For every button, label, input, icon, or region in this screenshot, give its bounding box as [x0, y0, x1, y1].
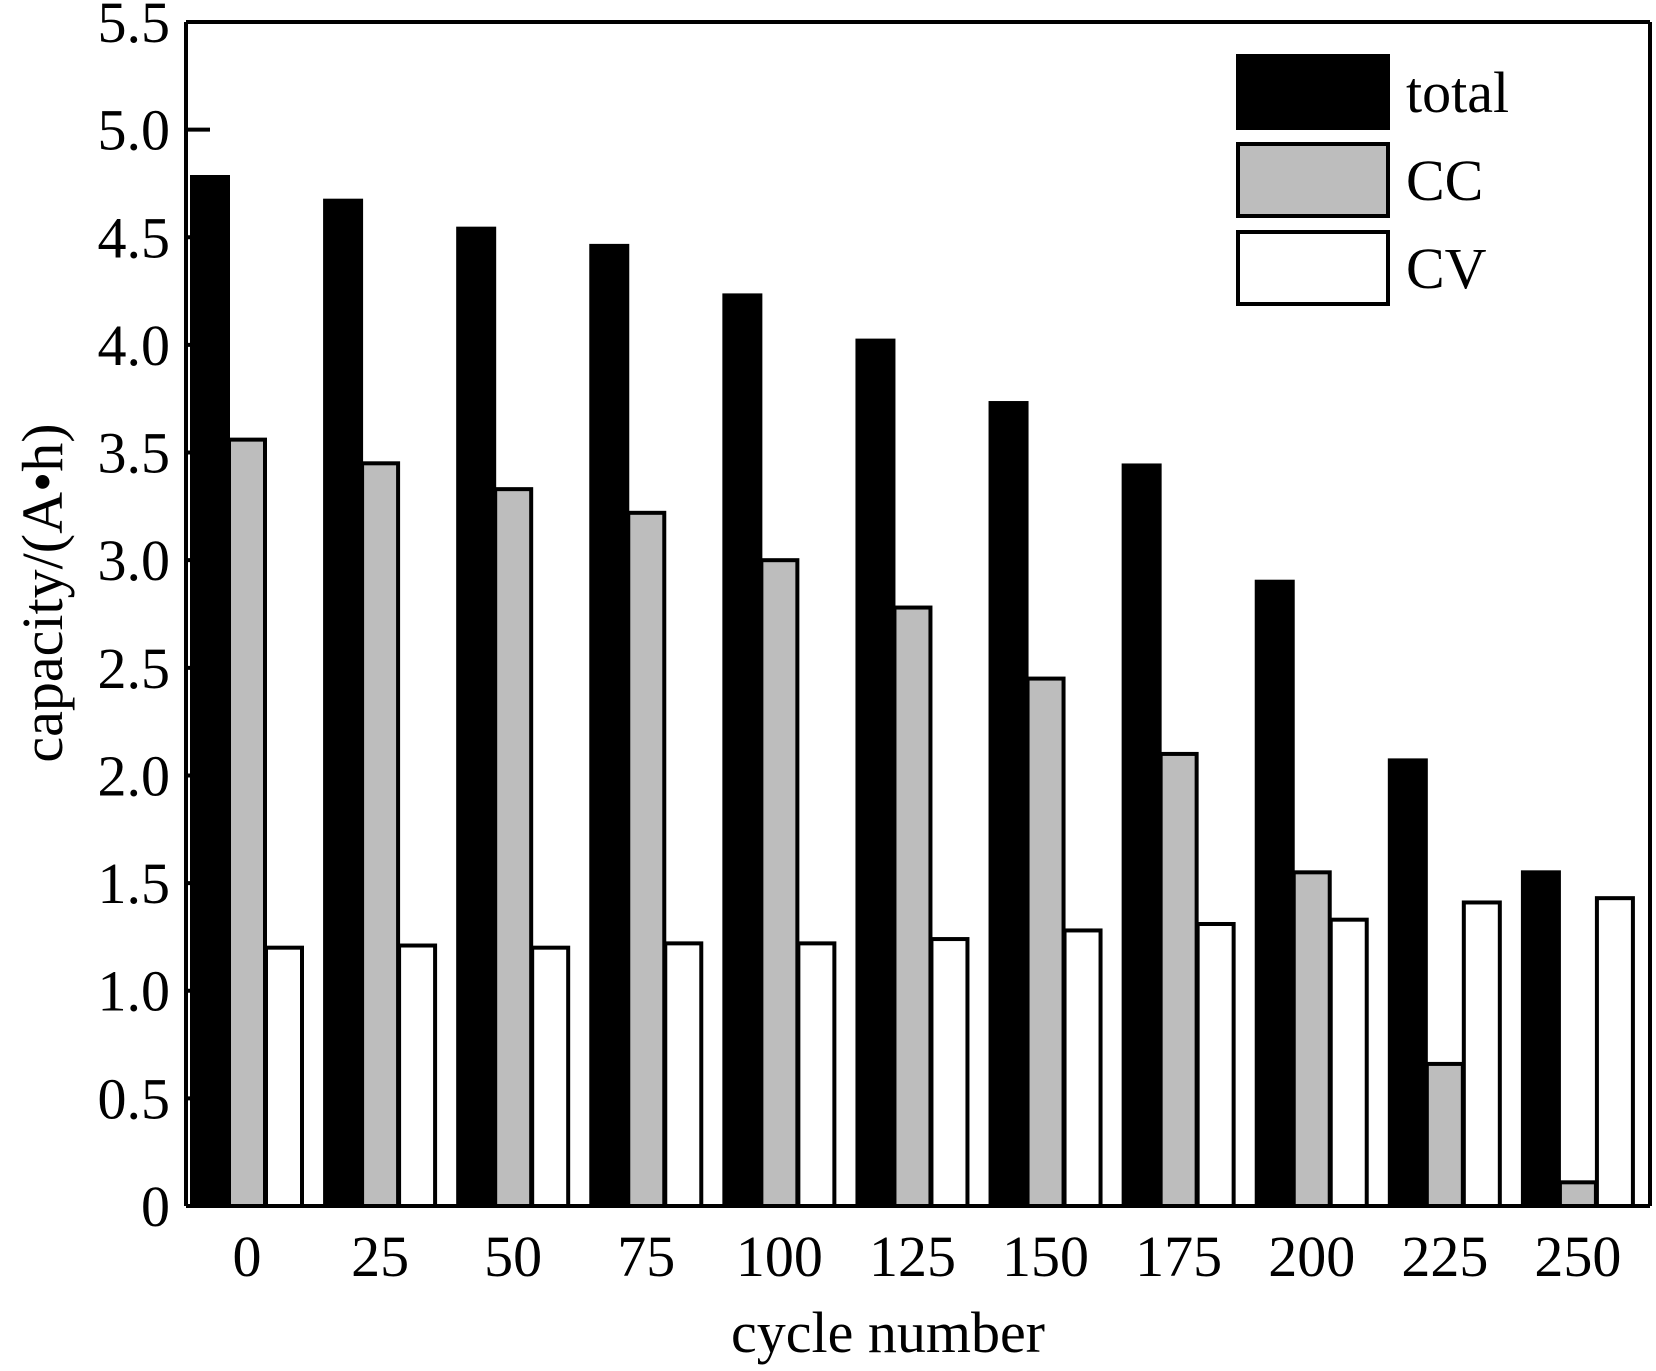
x-tick-label: 125 [869, 1224, 956, 1289]
legend-label-CC: CC [1406, 148, 1483, 213]
x-tick-label: 175 [1135, 1224, 1222, 1289]
legend: total CC CV [1236, 54, 1509, 306]
y-axis-title: capacity/(A•h) [10, 423, 75, 762]
bars-layer [190, 174, 1635, 1209]
bar-CV-50 [530, 945, 571, 1208]
legend-swatch-CV [1236, 230, 1390, 306]
y-tick-label: 3.5 [98, 421, 171, 486]
bar-CC-25 [360, 461, 401, 1208]
legend-swatch-total [1236, 54, 1390, 130]
axes-layer [184, 20, 1652, 1208]
x-tick-label: 0 [233, 1224, 262, 1289]
bar-CV-175 [1195, 921, 1236, 1208]
y-tick-label: 2.5 [98, 636, 171, 701]
x-tick-label: 225 [1401, 1224, 1488, 1289]
y-tick-label: 5.0 [98, 98, 171, 163]
bar-total-50 [456, 226, 497, 1209]
y-tick-label: 1.5 [98, 851, 171, 916]
bar-total-250 [1520, 870, 1561, 1208]
x-tick-label: 50 [484, 1224, 542, 1289]
bar-CV-250 [1594, 896, 1635, 1208]
bar-CV-225 [1461, 900, 1502, 1208]
x-tick-label: 150 [1002, 1224, 1089, 1289]
bar-CV-100 [796, 941, 837, 1208]
x-tick-label: 250 [1534, 1224, 1621, 1289]
legend-label-total: total [1406, 60, 1509, 125]
y-tick-label: 4.0 [98, 313, 171, 378]
y-ticks: 0 0.5 1.0 1.5 2.0 2.5 3.0 3.5 4.0 4.5 5.0 5.5 [98, 0, 210, 1239]
y-tick-label: 1.0 [98, 959, 171, 1024]
bar-total-175 [1121, 463, 1162, 1209]
bar-CC-200 [1291, 870, 1332, 1208]
x-axis-title: cycle number [731, 1300, 1045, 1365]
bar-total-150 [988, 401, 1029, 1208]
bar-CC-150 [1025, 676, 1066, 1208]
bar-CV-75 [663, 941, 704, 1208]
y-tick-label: 0 [141, 1174, 170, 1239]
bar-CV-150 [1062, 928, 1103, 1209]
x-tick-label: 75 [617, 1224, 675, 1289]
bar-CC-125 [892, 605, 933, 1208]
bar-CC-100 [759, 558, 800, 1208]
x-tick-label: 25 [351, 1224, 409, 1289]
legend-swatch-CC [1236, 142, 1390, 218]
bar-CC-175 [1158, 751, 1199, 1208]
bar-total-100 [722, 293, 763, 1208]
bar-total-125 [855, 338, 896, 1208]
x-tick-label: 100 [736, 1224, 823, 1289]
bar-CV-0 [264, 945, 304, 1208]
legend-label-CV: CV [1406, 236, 1487, 301]
bar-CC-50 [493, 487, 534, 1208]
bar-total-25 [323, 198, 364, 1208]
y-tick-label: 5.5 [98, 0, 171, 55]
bar-CC-75 [626, 510, 667, 1208]
bar-CV-200 [1328, 917, 1369, 1208]
bar-CC-0 [227, 437, 267, 1208]
y-tick-label: 2.0 [98, 743, 171, 808]
bar-total-75 [589, 243, 630, 1209]
bar-CV-25 [397, 943, 438, 1209]
bar-CC-250 [1557, 1180, 1598, 1208]
bar-total-0 [190, 174, 230, 1209]
x-ticks: 0 25 50 75 100 125 150 175 200 225 250 [233, 1224, 1622, 1289]
bar-total-200 [1254, 579, 1295, 1208]
y-tick-label: 4.5 [98, 205, 171, 270]
y-tick-label: 3.0 [98, 528, 171, 593]
x-tick-label: 200 [1268, 1224, 1355, 1289]
bar-CC-225 [1424, 1061, 1465, 1209]
y-tick-label: 0.5 [98, 1066, 171, 1131]
bar-total-225 [1387, 758, 1428, 1208]
bar-CV-125 [929, 937, 970, 1208]
